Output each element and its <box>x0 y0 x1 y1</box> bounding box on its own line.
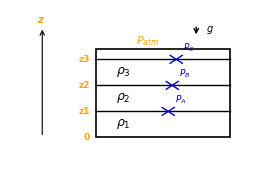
Text: z1: z1 <box>79 107 90 116</box>
Text: $P_{atm}$: $P_{atm}$ <box>136 34 160 48</box>
Text: $\rho_1$: $\rho_1$ <box>116 117 131 131</box>
Text: $P_B$: $P_B$ <box>179 68 191 80</box>
Text: z: z <box>37 16 43 26</box>
Text: $P_A$: $P_A$ <box>175 94 187 106</box>
Text: 0: 0 <box>84 133 90 142</box>
Text: z2: z2 <box>79 81 90 90</box>
Text: $\rho_2$: $\rho_2$ <box>116 91 131 105</box>
Bar <box>96 49 230 137</box>
Text: z3: z3 <box>79 55 90 64</box>
Text: g: g <box>206 24 212 34</box>
Text: $\rho_3$: $\rho_3$ <box>116 65 131 79</box>
Text: $P_C$: $P_C$ <box>183 42 195 54</box>
